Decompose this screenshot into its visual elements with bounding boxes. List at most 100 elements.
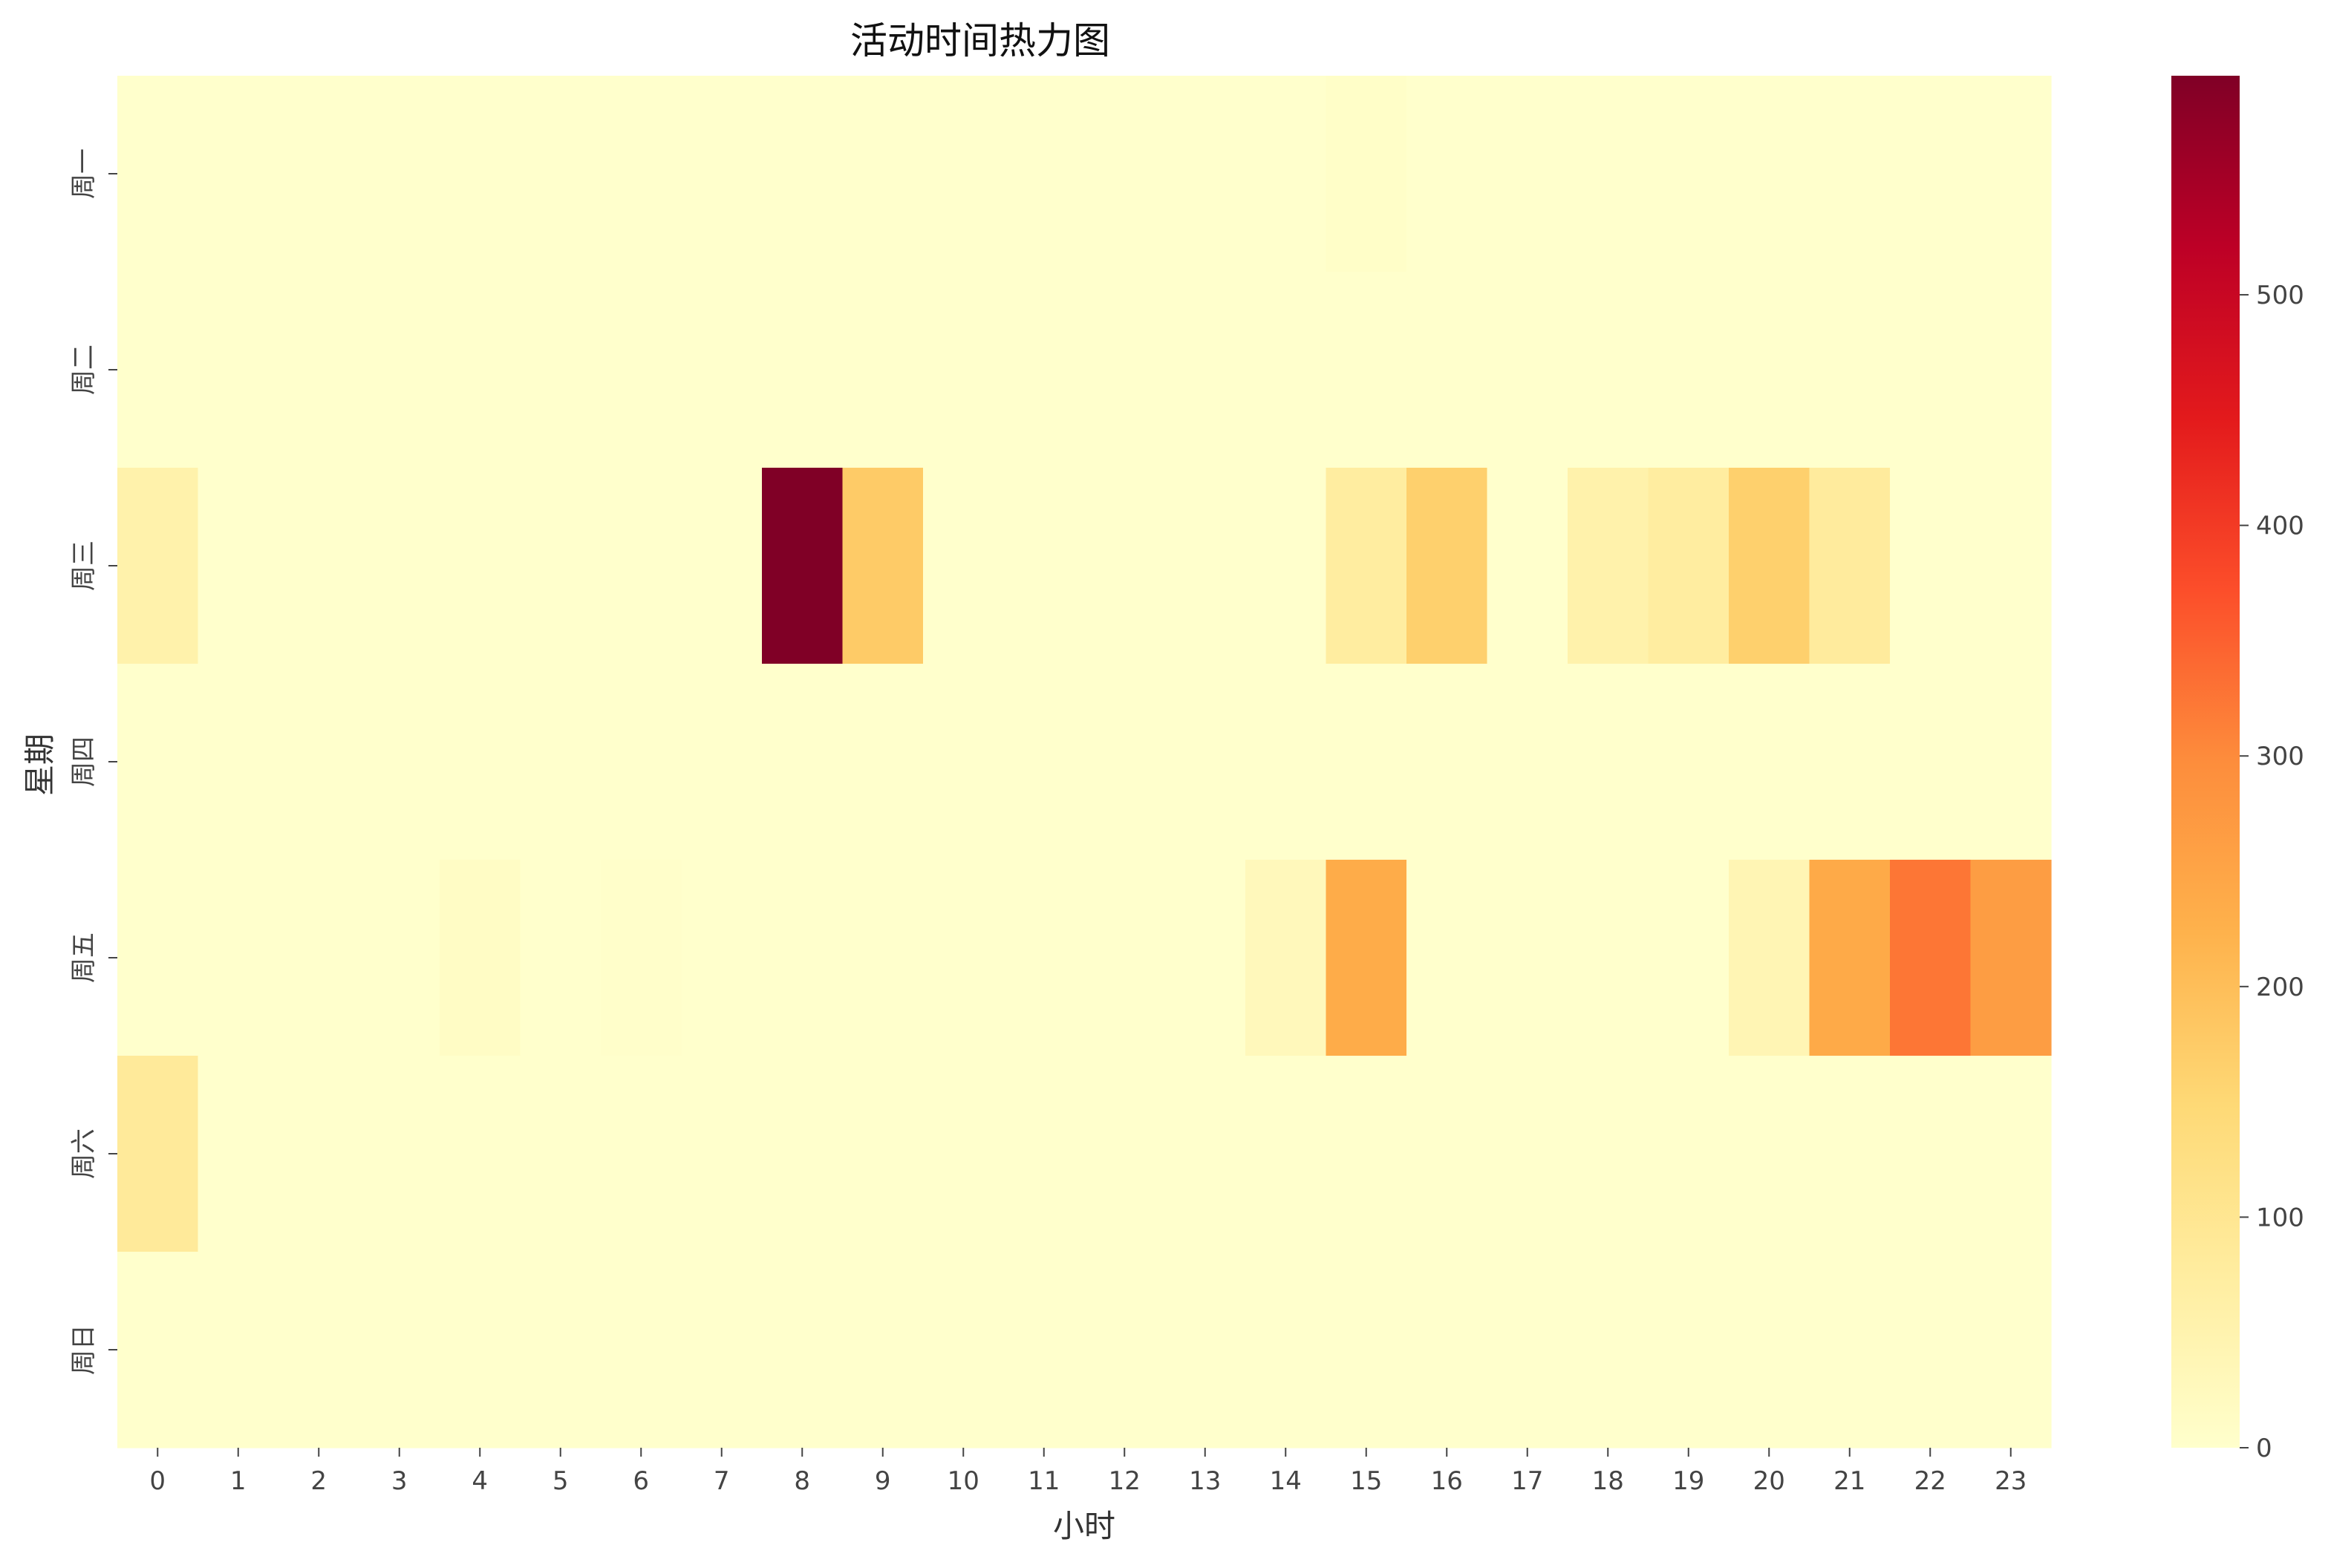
heatmap-cell-周四-20 [1729, 664, 1810, 860]
heatmap-cell-周四-3 [359, 664, 440, 860]
heatmap-cell-周日-3 [359, 1252, 440, 1448]
heatmap-cell-周六-6 [601, 1056, 682, 1252]
heatmap-cell-周三-4 [440, 468, 521, 664]
x-axis-ticks: 0 1 2 3 4 5 6 7 8 9 10 11 12 13 14 15 16 17 18 19 20 21 22 23 [149, 1448, 2027, 1496]
heatmap-cell-周四-16 [1406, 664, 1488, 860]
heatmap-cell-周五-17 [1487, 860, 1568, 1056]
x-tick-label: 13 [1189, 1466, 1221, 1496]
heatmap-cell-周六-8 [762, 1056, 844, 1252]
heatmap-cell-周日-23 [1970, 1252, 2052, 1448]
heatmap-cell-周三-3 [359, 468, 440, 664]
x-tick-label: 8 [794, 1466, 810, 1496]
heatmap-cell-周五-15 [1326, 860, 1407, 1056]
heatmap-cell-周三-12 [1084, 468, 1166, 664]
colorbar-tick-label: 300 [2256, 742, 2304, 771]
heatmap-cell-周五-16 [1406, 860, 1488, 1056]
heatmap-cell-周五-4 [440, 860, 521, 1056]
heatmap-cell-周一-12 [1084, 76, 1166, 272]
heatmap-cell-周四-12 [1084, 664, 1166, 860]
heatmap-cell-周二-7 [681, 272, 763, 468]
heatmap-cell-周一-23 [1970, 76, 2052, 272]
heatmap-cell-周日-12 [1084, 1252, 1166, 1448]
heatmap-cell-周日-6 [601, 1252, 682, 1448]
colorbar-tick-label: 400 [2256, 512, 2304, 541]
heatmap-cell-周四-1 [198, 664, 279, 860]
heatmap-cell-周一-2 [278, 76, 360, 272]
heatmap-cell-周五-14 [1245, 860, 1327, 1056]
heatmap-cell-周日-17 [1487, 1252, 1568, 1448]
heatmap-cell-周一-10 [923, 76, 1005, 272]
heatmap-cell-周四-4 [440, 664, 521, 860]
colorbar-ticks: 0 100 200 300 400 500 [2240, 281, 2304, 1463]
x-axis-label: 小时 [1053, 1508, 1115, 1544]
heatmap-cell-周二-3 [359, 272, 440, 468]
heatmap-cell-周日-7 [681, 1252, 763, 1448]
heatmap-cell-周三-5 [520, 468, 602, 664]
y-tick-label: 周一 [69, 148, 99, 199]
heatmap-cell-周一-15 [1326, 76, 1407, 272]
heatmap-cell-周五-19 [1648, 860, 1729, 1056]
heatmap-cell-周日-15 [1326, 1252, 1407, 1448]
y-axis-label: 星期 [22, 734, 58, 796]
heatmap-cell-周三-23 [1970, 468, 2052, 664]
heatmap-cell-周一-6 [601, 76, 682, 272]
heatmap-cell-周二-4 [440, 272, 521, 468]
x-tick-label: 3 [391, 1466, 408, 1496]
heatmap-cell-周日-4 [440, 1252, 521, 1448]
heatmap-cell-周六-23 [1970, 1056, 2052, 1252]
chart-title: 活动时间热力图 [850, 19, 1110, 62]
heatmap-cell-周日-21 [1809, 1252, 1891, 1448]
heatmap-cell-周五-3 [359, 860, 440, 1056]
heatmap-cell-周二-12 [1084, 272, 1166, 468]
heatmap-cell-周二-8 [762, 272, 844, 468]
heatmap-cell-周五-12 [1084, 860, 1166, 1056]
heatmap-cell-周三-2 [278, 468, 360, 664]
heatmap-cell-周一-1 [198, 76, 279, 272]
heatmap-cell-周五-6 [601, 860, 682, 1056]
heatmap-cell-周三-0 [117, 468, 199, 664]
heatmap-cell-周二-22 [1890, 272, 1972, 468]
x-tick-label: 1 [230, 1466, 247, 1496]
y-tick-label: 周二 [69, 344, 99, 395]
x-tick-label: 18 [1592, 1466, 1624, 1496]
x-tick-label: 6 [633, 1466, 649, 1496]
heatmap-cell-周一-14 [1245, 76, 1327, 272]
heatmap-cell-周五-9 [842, 860, 924, 1056]
heatmap-cell-周日-2 [278, 1252, 360, 1448]
x-tick-label: 9 [875, 1466, 891, 1496]
heatmap-cell-周一-22 [1890, 76, 1972, 272]
x-tick-label: 21 [1833, 1466, 1865, 1496]
heatmap-cell-周五-13 [1164, 860, 1246, 1056]
heatmap-cell-周二-9 [842, 272, 924, 468]
x-tick-label: 12 [1109, 1466, 1141, 1496]
heatmap-cell-周一-17 [1487, 76, 1568, 272]
heatmap-cell-周五-10 [923, 860, 1005, 1056]
heatmap-cell-周三-19 [1648, 468, 1729, 664]
heatmap-cell-周二-20 [1729, 272, 1810, 468]
heatmap-cell-周六-15 [1326, 1056, 1407, 1252]
heatmap-cell-周五-20 [1729, 860, 1810, 1056]
colorbar-tick-label: 200 [2256, 973, 2304, 1002]
heatmap-cell-周五-23 [1970, 860, 2052, 1056]
y-tick-label: 周六 [69, 1128, 99, 1179]
heatmap-cell-周三-17 [1487, 468, 1568, 664]
heatmap-cell-周二-5 [520, 272, 602, 468]
heatmap-cell-周一-11 [1003, 76, 1085, 272]
heatmap-cell-周三-16 [1406, 468, 1488, 664]
heatmap-cell-周一-19 [1648, 76, 1729, 272]
heatmap-cell-周六-7 [681, 1056, 763, 1252]
heatmap-cell-周四-22 [1890, 664, 1972, 860]
heatmap-cell-周一-5 [520, 76, 602, 272]
heatmap-cell-周日-5 [520, 1252, 602, 1448]
heatmap-cell-周六-18 [1568, 1056, 1649, 1252]
x-tick-label: 7 [714, 1466, 730, 1496]
heatmap-cell-周四-5 [520, 664, 602, 860]
heatmap-cell-周四-9 [842, 664, 924, 860]
colorbar-tick-label: 100 [2256, 1203, 2304, 1232]
heatmap-cell-周日-18 [1568, 1252, 1649, 1448]
heatmap-cell-周三-18 [1568, 468, 1649, 664]
x-tick-label: 19 [1672, 1466, 1704, 1496]
heatmap-cell-周四-13 [1164, 664, 1246, 860]
